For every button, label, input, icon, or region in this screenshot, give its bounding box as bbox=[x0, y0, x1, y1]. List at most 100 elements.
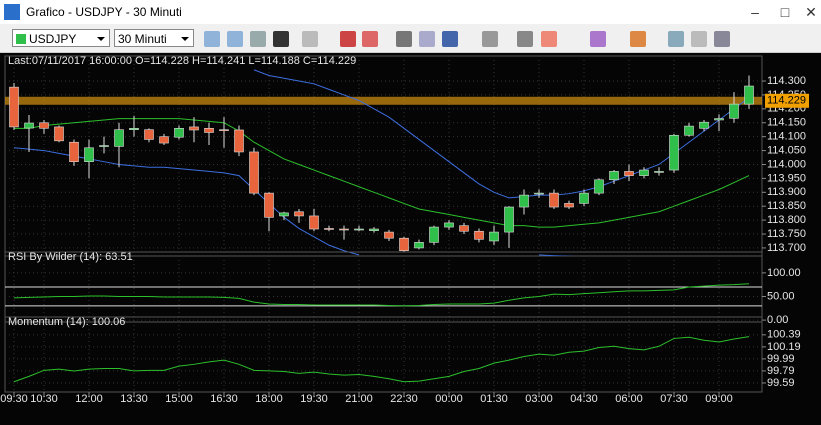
candle-body bbox=[699, 121, 709, 129]
candle-body bbox=[309, 215, 319, 230]
x-tick-label: 09:00 bbox=[705, 393, 733, 405]
crosshair-button[interactable] bbox=[302, 31, 318, 47]
candle-body bbox=[129, 128, 139, 131]
candle-body bbox=[549, 192, 559, 208]
chart-area: Last:07/11/2017 16:00:00 O=114.228 H=114… bbox=[0, 53, 821, 425]
close-button[interactable]: ✕ bbox=[805, 4, 817, 20]
x-tick-label: 06:00 bbox=[615, 393, 643, 405]
candle-body bbox=[564, 203, 574, 208]
candle-body bbox=[99, 145, 109, 147]
indicator-button[interactable] bbox=[340, 31, 356, 47]
candle-body bbox=[429, 226, 439, 243]
line-tool-button[interactable] bbox=[482, 31, 498, 47]
zoom-fit-button[interactable] bbox=[250, 31, 266, 47]
x-tick-label: 04:30 bbox=[570, 393, 598, 405]
copy-button[interactable] bbox=[419, 31, 435, 47]
x-tick-label: 01:30 bbox=[480, 393, 508, 405]
cursor-button[interactable] bbox=[273, 31, 289, 47]
candle-body bbox=[369, 228, 379, 231]
candle-body bbox=[609, 171, 619, 181]
candle-body bbox=[219, 129, 229, 132]
y-tick-label: 100.19 bbox=[767, 341, 801, 353]
candle-body bbox=[459, 225, 469, 232]
print-button[interactable] bbox=[396, 31, 412, 47]
y-tick-label: 0.00 bbox=[767, 314, 788, 326]
panel-plot bbox=[5, 252, 762, 322]
candle-body bbox=[144, 129, 154, 140]
timeframe-select[interactable]: 30 Minuti bbox=[114, 29, 194, 47]
candle-body bbox=[399, 237, 409, 252]
candle-body bbox=[414, 242, 424, 249]
candle-body bbox=[39, 122, 49, 129]
candle-body bbox=[624, 171, 634, 176]
y-tick-label: 99.99 bbox=[767, 353, 795, 365]
y-tick-label: 100.39 bbox=[767, 329, 801, 341]
candle-body bbox=[579, 192, 589, 204]
x-tick-label: 10:30 bbox=[30, 393, 58, 405]
draw-tool-button[interactable] bbox=[517, 31, 533, 47]
y-tick-label: 99.59 bbox=[767, 377, 795, 389]
candle-body bbox=[594, 179, 604, 194]
candle-body bbox=[354, 228, 364, 231]
candle-body bbox=[264, 192, 274, 218]
y-tick-label: 113.750 bbox=[767, 228, 806, 240]
x-tick-label: 19:30 bbox=[300, 393, 328, 405]
panel-title: Last:07/11/2017 16:00:00 O=114.228 H=114… bbox=[8, 55, 356, 67]
symbol-text: USDJPY bbox=[29, 32, 77, 46]
overlay-line bbox=[14, 118, 750, 228]
candle-body bbox=[684, 125, 694, 136]
delete-drawing-button[interactable] bbox=[541, 31, 557, 47]
candle-body bbox=[714, 118, 724, 121]
candle-body bbox=[504, 206, 514, 233]
panel-plot bbox=[5, 56, 762, 256]
candle-body bbox=[519, 194, 529, 208]
candle-body bbox=[54, 126, 64, 142]
overlay-line bbox=[253, 69, 750, 199]
x-tick-label: 09:30 bbox=[0, 393, 28, 405]
y-tick-label: 113.700 bbox=[767, 242, 806, 254]
y-tick-label: 99.79 bbox=[767, 365, 795, 377]
candle-body bbox=[69, 141, 79, 162]
panel-title: RSI By Wilder (14): 63.51 bbox=[8, 251, 133, 263]
y-tick-label: 113.800 bbox=[767, 214, 806, 226]
indicator-line bbox=[13, 283, 750, 307]
template-button[interactable] bbox=[362, 31, 378, 47]
candle-body bbox=[174, 128, 184, 138]
x-tick-label: 15:00 bbox=[165, 393, 193, 405]
last-price-label: 114.229 bbox=[767, 95, 806, 107]
symbol-select[interactable]: USDJPY bbox=[12, 29, 110, 47]
x-tick-label: 12:00 bbox=[75, 393, 103, 405]
zoom-out-button[interactable] bbox=[227, 31, 243, 47]
panel-frame bbox=[4, 55, 763, 257]
x-tick-label: 22:30 bbox=[390, 393, 418, 405]
candle-body bbox=[279, 212, 289, 217]
chart-type-button[interactable] bbox=[630, 31, 646, 47]
x-tick-label: 07:30 bbox=[660, 393, 688, 405]
candle-body bbox=[114, 129, 124, 147]
candle-body bbox=[489, 231, 499, 242]
save-button[interactable] bbox=[442, 31, 458, 47]
image-button[interactable] bbox=[668, 31, 684, 47]
app-icon bbox=[4, 4, 20, 20]
x-tick-label: 18:00 bbox=[255, 393, 283, 405]
candle-body bbox=[384, 231, 394, 239]
object-button[interactable] bbox=[590, 31, 606, 47]
x-tick-label: 16:30 bbox=[210, 393, 238, 405]
panel-frame bbox=[4, 316, 763, 393]
candle-body bbox=[84, 147, 94, 162]
window-title: Grafico - USDJPY - 30 Minuti bbox=[26, 5, 182, 19]
y-tick-label: 100.00 bbox=[767, 267, 801, 279]
candle-body bbox=[24, 122, 34, 129]
maximize-button[interactable]: □ bbox=[780, 4, 790, 20]
minimize-button[interactable]: – bbox=[751, 4, 759, 20]
panel-title: Momentum (14): 100.06 bbox=[8, 316, 125, 328]
settings-button[interactable] bbox=[714, 31, 730, 47]
notes-button[interactable] bbox=[691, 31, 707, 47]
candle-body bbox=[339, 228, 349, 231]
candle-body bbox=[324, 228, 334, 230]
y-tick-label: 113.850 bbox=[767, 200, 806, 212]
x-tick-label: 13:30 bbox=[120, 393, 148, 405]
zoom-in-button[interactable] bbox=[204, 31, 220, 47]
x-tick-label: 00:00 bbox=[435, 393, 463, 405]
